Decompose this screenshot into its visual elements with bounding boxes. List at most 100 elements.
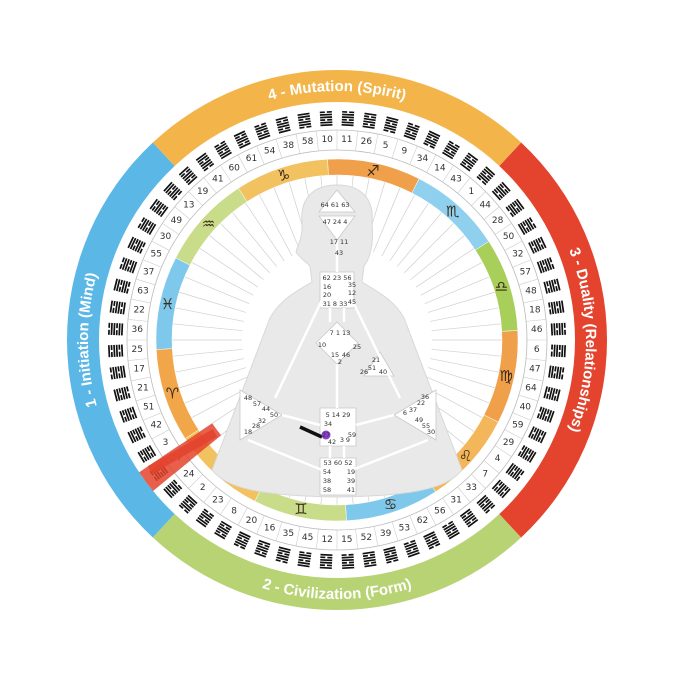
solar-center [393,389,437,441]
hexagram [319,110,333,127]
spoke [381,194,416,257]
hexagram-line [115,388,121,401]
gate-separator [355,130,358,151]
hexagram-line [235,538,248,545]
gate-number: 33 [466,483,477,493]
hexagram-line [237,535,243,540]
hexagram [127,236,146,254]
hexagram-line [183,509,189,514]
hexagram [275,546,291,564]
hexagram-line [170,188,181,199]
hexagram-line [284,126,291,130]
hexagram-line [533,427,538,433]
gate-number: 6 [534,345,540,355]
hexagram-line [197,154,208,164]
channel [281,413,321,427]
spoke [430,307,499,322]
hexagram-line [461,160,467,166]
hexagram-line [195,152,207,162]
gate-separator [494,445,512,457]
hexagram-line [113,344,116,357]
hexagram-line [383,546,396,551]
hexagram [297,551,312,568]
hexagram-line [306,125,312,128]
hexagram-line [341,558,354,562]
hexagram-line [341,561,347,564]
spoke [258,194,293,257]
hexagram-line [153,201,163,213]
hexagram-line [151,205,156,211]
gate-number: 46 [531,325,543,335]
hexagram-line [119,263,123,270]
gate-separator [275,521,283,542]
hexagram [459,152,479,172]
hexagram-line [447,529,459,538]
hexagram-line [407,122,414,126]
hexagram-line [178,166,189,176]
hexagram-line [563,322,566,328]
gate-number: 37 [143,268,154,278]
hexagram [109,300,126,315]
hexagram-line [177,484,183,490]
hexagram-line [258,539,271,546]
hexagram-line [201,510,213,520]
hexagram-line [509,212,515,218]
hexagram-line [216,527,228,536]
gate-number: 45 [302,533,313,543]
hexagram [528,236,547,254]
hexagram-line [364,112,377,117]
hexagram-line [341,121,354,124]
hexagram-line [110,345,113,351]
gate-separator [275,138,283,159]
gate-separator [355,529,358,550]
gate-separator [442,165,454,183]
hexagram [459,508,479,528]
hexagram-line [561,322,564,335]
body-gate-label: 10 [318,341,326,349]
gate-number: 13 [183,201,194,211]
gate-separator [518,394,539,402]
gate-number: 22 [133,306,144,316]
hexagram-line [142,242,146,248]
hexagram [505,462,525,482]
hexagram-line [126,288,129,294]
hexagram-line [386,560,392,564]
channel [351,438,429,472]
hexagram-line [148,445,157,457]
gate-number: 26 [361,137,373,147]
hexagram-line [462,158,474,168]
hexagram-line [543,386,548,399]
hexagram-line [444,147,450,152]
hexagram-line [320,123,333,127]
gate-separator [295,133,301,154]
gate-number: 58 [302,137,314,147]
spoke [175,307,244,322]
hexagram-line [282,560,288,564]
hexagram-line [513,469,523,480]
hexagram-line [277,123,290,129]
hexagram-line [558,323,561,336]
gate-separator [457,177,471,194]
hexagram-line [406,549,412,553]
hexagram-line [383,126,396,132]
hexagram-line [548,365,552,378]
hexagram-line [519,222,528,234]
zodiac-segment [238,158,329,202]
hexagram-line [254,551,267,558]
hexagram-line [136,427,144,439]
hexagram-line [233,130,246,138]
hexagram-line [263,129,269,133]
body-gate-label: 6 [403,409,407,417]
hexagram-line [546,410,553,422]
quadrant-band [152,69,522,166]
hexagram-line [363,556,376,560]
hexagram [127,426,146,444]
gate-separator [188,474,203,489]
hexagram-line [541,408,548,421]
hexagram-line [234,135,241,140]
hexagram-line [113,389,118,402]
zodiac-symbol: ♑ [277,166,290,184]
gate-number: 36 [132,325,144,335]
hexagram [403,539,420,558]
hexagram [543,386,561,402]
